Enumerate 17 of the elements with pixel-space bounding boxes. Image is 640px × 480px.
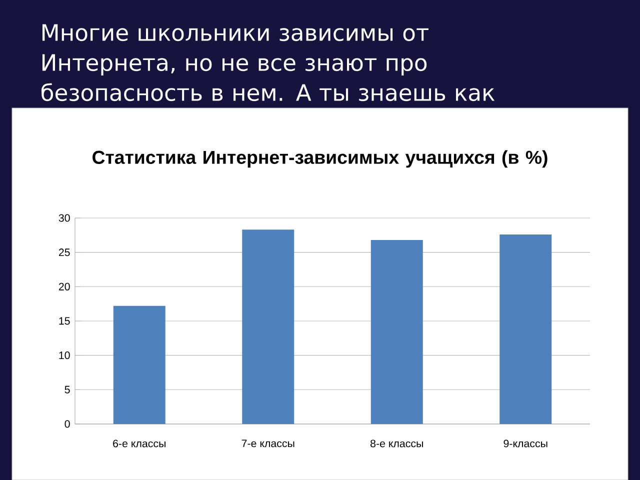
y-tick-label: 0: [64, 420, 70, 428]
x-tick-label: 8-е классы: [370, 440, 423, 448]
y-tick-label: 20: [58, 282, 70, 290]
bar: [242, 230, 294, 424]
text: Многие школьники зависимы от Интернета, но не все знают про безопасность в нем. А ты знаешь как: [42, 24, 495, 101]
y-tick-label: 10: [59, 351, 70, 359]
y-tick-label: 15: [59, 317, 70, 325]
bar: [500, 234, 552, 424]
bar: [370, 240, 423, 424]
x-tick-label: 6-е классы: [113, 440, 166, 448]
bar: [113, 306, 166, 424]
x-tick-label: 9-классы: [504, 440, 548, 448]
x-tick-label: 7-е классы: [242, 440, 294, 448]
chart-title: Статистика Интернет-зависимых учащихся (в %): [92, 150, 548, 168]
y-tick-label: 30: [58, 214, 70, 222]
y-tick-label: 5: [64, 386, 70, 394]
y-tick-label: 25: [58, 248, 70, 256]
